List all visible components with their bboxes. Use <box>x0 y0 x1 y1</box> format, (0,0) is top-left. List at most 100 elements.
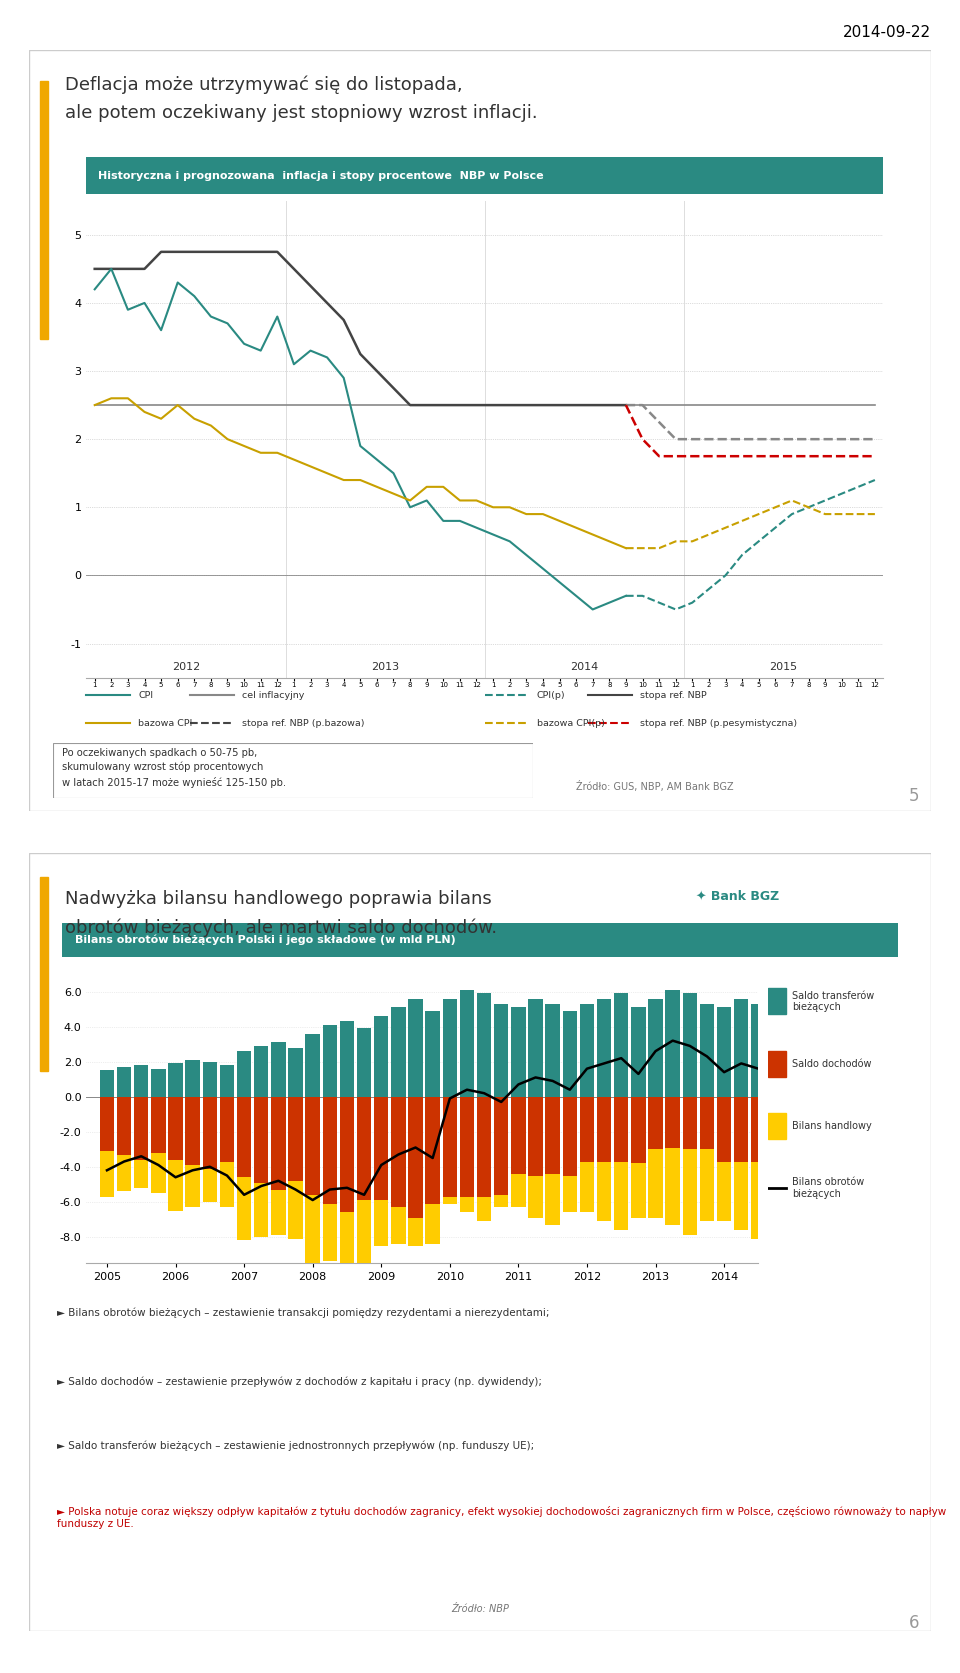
Text: ale potem oczekiwany jest stopniowy wzrost inflacji.: ale potem oczekiwany jest stopniowy wzro… <box>65 104 538 122</box>
Bar <box>494 1004 509 1097</box>
Bar <box>648 1149 662 1218</box>
Bar <box>528 1176 542 1218</box>
Bar <box>648 1097 662 1218</box>
Bar <box>683 1097 697 1235</box>
Bar <box>323 1097 337 1203</box>
Bar <box>477 1196 492 1221</box>
Bar <box>271 1097 285 1190</box>
Bar <box>751 1097 765 1238</box>
Text: 2014: 2014 <box>570 663 598 673</box>
Bar <box>717 1161 732 1221</box>
Bar <box>168 1097 182 1159</box>
Bar <box>734 1097 749 1230</box>
Bar <box>460 1097 474 1213</box>
Bar <box>443 1097 457 1203</box>
Bar <box>117 1067 132 1097</box>
Text: CPI(p): CPI(p) <box>537 691 565 699</box>
Bar <box>151 1153 165 1193</box>
Bar <box>614 1097 629 1230</box>
Bar <box>117 1097 132 1154</box>
Bar <box>203 1062 217 1097</box>
Bar <box>443 1196 457 1203</box>
Bar <box>305 1195 320 1263</box>
Bar <box>734 999 749 1097</box>
Bar <box>511 1174 525 1206</box>
Bar <box>477 1097 492 1221</box>
Bar <box>151 1097 165 1153</box>
Bar <box>220 1097 234 1161</box>
Bar <box>391 1007 405 1097</box>
Bar <box>271 1042 285 1097</box>
Bar <box>494 1097 509 1206</box>
Bar <box>683 1149 697 1235</box>
Bar <box>134 1066 149 1097</box>
Bar <box>511 1097 525 1206</box>
Bar <box>563 1097 577 1213</box>
Bar <box>425 1203 440 1243</box>
Text: obrotów bieżących, ale martwi saldo dochodów.: obrotów bieżących, ale martwi saldo doch… <box>65 918 497 937</box>
Bar <box>648 999 662 1097</box>
Bar <box>168 1064 182 1097</box>
Bar <box>305 1097 320 1195</box>
Bar <box>357 1200 372 1263</box>
Bar <box>700 1149 714 1221</box>
Bar <box>768 1097 782 1225</box>
Bar <box>768 989 786 1014</box>
Bar <box>100 1097 114 1151</box>
Bar <box>683 994 697 1097</box>
Bar <box>425 1010 440 1097</box>
Text: Bilans handlowy: Bilans handlowy <box>792 1121 872 1131</box>
Bar <box>39 80 48 340</box>
Text: Źródło: GUS, NBP, AM Bank BGZ: Źródło: GUS, NBP, AM Bank BGZ <box>576 781 733 791</box>
FancyBboxPatch shape <box>29 50 931 811</box>
Bar <box>597 1097 612 1221</box>
Text: 6: 6 <box>909 1614 920 1631</box>
Bar <box>768 1010 782 1097</box>
Bar <box>220 1161 234 1206</box>
Bar <box>768 1159 782 1225</box>
Bar <box>288 1097 302 1181</box>
Bar <box>460 990 474 1097</box>
Text: Saldo dochodów: Saldo dochodów <box>792 1059 871 1069</box>
Bar <box>151 1069 165 1097</box>
Bar <box>665 1148 680 1225</box>
Bar <box>305 1034 320 1097</box>
Bar <box>563 1010 577 1097</box>
Bar <box>631 1163 645 1218</box>
Bar <box>477 994 492 1097</box>
Bar <box>391 1097 405 1206</box>
Bar <box>374 1097 389 1200</box>
Bar <box>117 1154 132 1191</box>
Bar <box>408 1218 422 1246</box>
Bar <box>237 1097 252 1178</box>
Bar <box>323 1026 337 1097</box>
Bar <box>768 1051 786 1077</box>
Bar <box>134 1097 149 1159</box>
Bar <box>597 999 612 1097</box>
Text: Deflacja może utrzymywać się do listopada,: Deflacja może utrzymywać się do listopad… <box>65 75 463 94</box>
Bar <box>100 1071 114 1097</box>
Bar <box>39 877 48 1071</box>
Bar <box>717 1097 732 1221</box>
Bar <box>271 1190 285 1235</box>
Text: Bilans obrotów
bieżących: Bilans obrotów bieżących <box>792 1178 864 1200</box>
Bar <box>751 1161 765 1238</box>
Text: ► Polska notuje coraz większy odpływ kapitałów z tytułu dochodów zagranicy, efek: ► Polska notuje coraz większy odpływ kap… <box>57 1506 946 1529</box>
Bar <box>357 1097 372 1200</box>
Bar <box>545 1004 560 1097</box>
Text: bazowa CPI(p): bazowa CPI(p) <box>537 719 605 728</box>
Bar <box>494 1195 509 1206</box>
Bar <box>580 1004 594 1097</box>
Bar <box>288 1181 302 1238</box>
Bar <box>580 1161 594 1213</box>
Bar <box>391 1206 405 1243</box>
Bar <box>134 1159 149 1188</box>
Bar <box>665 990 680 1097</box>
Bar <box>340 1022 354 1097</box>
Text: Źródło: NBP: Źródło: NBP <box>451 1604 509 1614</box>
Bar <box>563 1176 577 1213</box>
Bar <box>425 1097 440 1203</box>
Bar <box>237 1178 252 1240</box>
Bar <box>340 1097 354 1213</box>
Bar <box>614 1161 629 1230</box>
